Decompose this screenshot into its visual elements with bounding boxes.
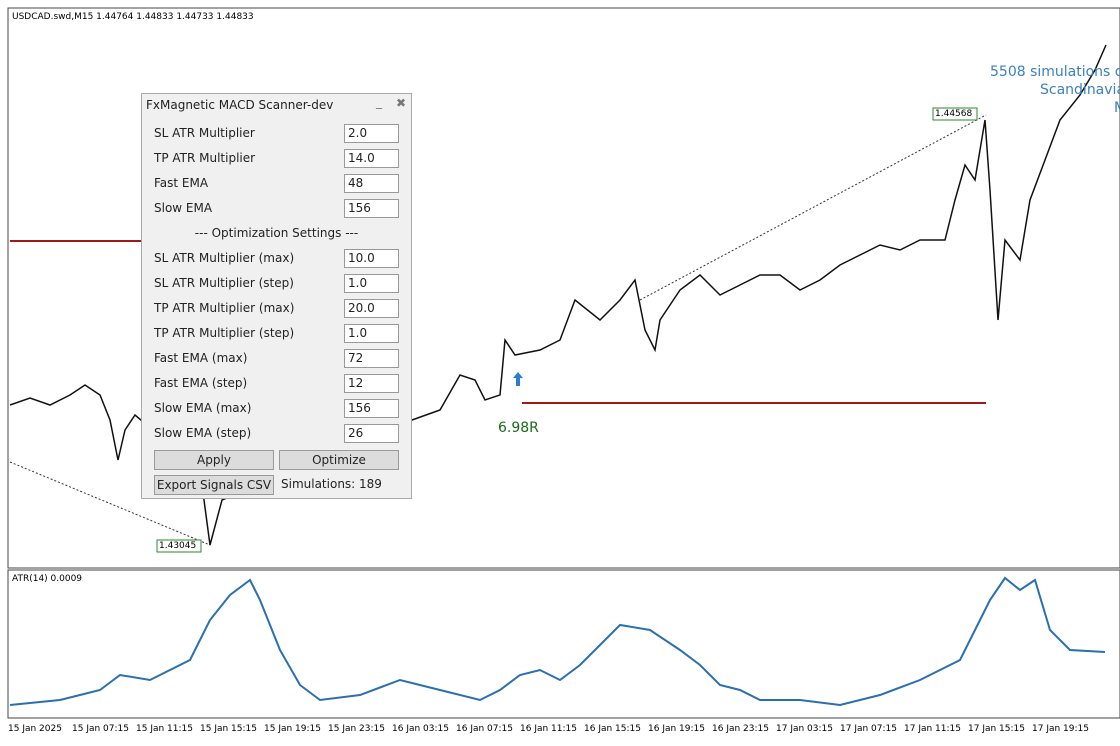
field-label: TP ATR Multiplier (max) [154,301,295,315]
field-label: Fast EMA (step) [154,376,248,390]
field-input[interactable]: 12 [344,374,399,393]
field-input[interactable]: 156 [344,399,399,418]
field-label: Slow EMA [154,201,213,215]
atr-line [9,576,1106,707]
field-label: TP ATR Multiplier [154,151,256,165]
apply-button[interactable]: Apply [154,450,274,470]
scanner-panel: FxMagnetic MACD Scanner-dev _ ✖ SL ATR M… [141,93,412,499]
status-text: Simulations: 189 [281,477,382,491]
overlay-text: 5508 simulations d [990,64,1120,80]
field-input[interactable]: 48 [344,174,399,193]
chart-header: USDCAD.swd,M15 1.44764 1.44833 1.44733 1… [12,12,254,22]
time-label: 16 Jan 03:15 [392,724,449,734]
export-button[interactable]: Export Signals CSV [154,475,274,495]
field-input[interactable]: 10.0 [344,249,399,268]
time-label: 17 Jan 07:15 [840,724,897,734]
field-input[interactable]: 72 [344,349,399,368]
price-tag: 1.43045 [159,541,197,551]
price-tag-box [932,107,978,121]
time-label: 15 Jan 11:15 [136,724,193,734]
field-input[interactable]: 1.0 [344,324,399,343]
field-input[interactable]: 2.0 [344,124,399,143]
time-label: 16 Jan 11:15 [520,724,577,734]
field-label: TP ATR Multiplier (step) [154,326,295,340]
field-label: SL ATR Multiplier (max) [154,251,295,265]
time-label: 16 Jan 23:15 [712,724,769,734]
field-input[interactable]: 26 [344,424,399,443]
minimize-button[interactable]: _ [376,95,382,109]
field-input[interactable]: 156 [344,199,399,218]
trade-result: 6.98R [498,420,539,436]
overlay-text: Scandinavia [1040,82,1120,98]
field-label: Fast EMA (max) [154,351,248,365]
time-label: 15 Jan 23:15 [328,724,385,734]
field-input[interactable]: 1.0 [344,274,399,293]
panel-title: FxMagnetic MACD Scanner-dev [146,98,334,112]
time-label: 15 Jan 15:15 [200,724,257,734]
overlay-text: M [1114,100,1120,116]
time-label: 15 Jan 19:15 [264,724,321,734]
indicator-pane [7,569,1120,719]
field-label: SL ATR Multiplier [154,126,255,140]
field-input[interactable]: 14.0 [344,149,399,168]
field-label: SL ATR Multiplier (step) [154,276,294,290]
indicator-header: ATR(14) 0.0009 [12,574,83,584]
time-label: 15 Jan 2025 [8,724,62,734]
time-label: 17 Jan 19:15 [1032,724,1089,734]
field-label: Slow EMA (max) [154,401,252,415]
optimize-button[interactable]: Optimize [279,450,399,470]
time-label: 17 Jan 11:15 [904,724,961,734]
time-label: 15 Jan 07:15 [72,724,129,734]
price-tag-box [156,539,202,553]
field-label: Slow EMA (step) [154,426,252,440]
field-label: Fast EMA [154,176,209,190]
field-input[interactable]: 20.0 [344,299,399,318]
time-label: 17 Jan 15:15 [968,724,1025,734]
time-label: 16 Jan 19:15 [648,724,705,734]
time-label: 16 Jan 07:15 [456,724,513,734]
close-button[interactable]: ✖ [396,96,407,110]
trend-line [639,114,987,301]
trend-line [9,461,211,546]
time-label: 16 Jan 15:15 [584,724,641,734]
buy-arrow [513,372,523,386]
section-header: --- Optimization Settings --- [194,226,359,240]
price-tag: 1.44568 [935,109,973,119]
time-label: 17 Jan 03:15 [776,724,833,734]
